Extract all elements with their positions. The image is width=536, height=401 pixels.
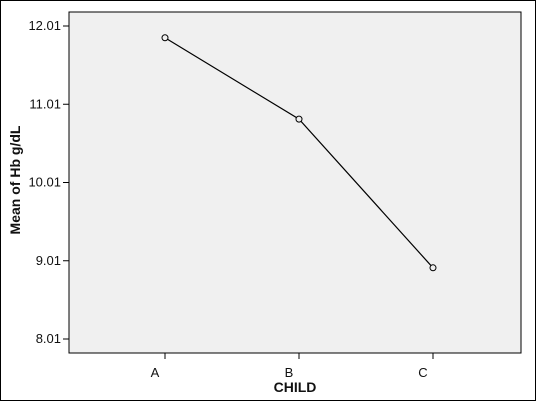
x-axis: A B C bbox=[151, 353, 434, 380]
y-axis-title: Mean of Hb g/dL bbox=[7, 125, 23, 234]
data-series bbox=[161, 34, 437, 272]
plot-area bbox=[68, 11, 522, 354]
y-tick-label: 11.01 bbox=[29, 96, 61, 111]
x-tick-label: B bbox=[285, 365, 294, 380]
data-point-marker bbox=[429, 264, 437, 272]
x-tick-label: A bbox=[151, 365, 160, 380]
y-axis: 8.01 9.01 10.01 11.01 12.01 bbox=[28, 18, 69, 346]
y-tick-label: 12.01 bbox=[28, 18, 61, 33]
x-axis-title: CHILD bbox=[274, 379, 317, 395]
y-tick-label: 8.01 bbox=[36, 331, 61, 346]
x-tick-label: C bbox=[418, 365, 427, 380]
y-tick-label: 10.01 bbox=[28, 175, 61, 190]
data-point-marker bbox=[161, 34, 169, 42]
y-tick-label: 9.01 bbox=[36, 253, 61, 268]
data-point-marker bbox=[295, 115, 303, 123]
